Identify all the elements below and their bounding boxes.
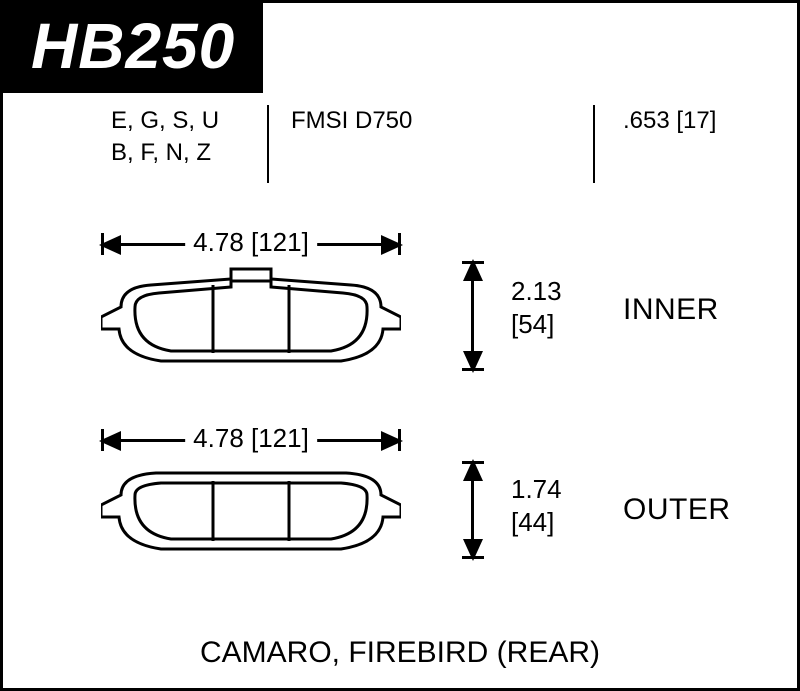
- tick: [462, 556, 484, 559]
- outer-side-label: OUTER: [623, 493, 731, 527]
- title-bar: HB250: [3, 3, 263, 93]
- outer-pad-block: 4.78 [121]: [101, 417, 401, 568]
- tick: [398, 429, 401, 451]
- fmsi-code: FMSI D750: [291, 105, 412, 137]
- diagram-area: 4.78 [121]: [3, 217, 800, 637]
- outer-pad-drawing: [101, 463, 401, 568]
- inner-width-dimension: 4.78 [121]: [101, 221, 401, 267]
- inner-pad-block: 4.78 [121]: [101, 221, 401, 382]
- inner-height-label: 2.13 [54]: [511, 275, 562, 340]
- outer-height-label: 1.74 [44]: [511, 473, 562, 538]
- outer-height-dimension: [451, 461, 495, 559]
- thickness-spec: .653 [17]: [623, 105, 716, 137]
- application-label: CAMARO, FIREBIRD (REAR): [3, 636, 797, 670]
- divider: [593, 105, 595, 183]
- diagram-frame: HB250 E, G, S, U B, F, N, Z FMSI D750 .6…: [0, 0, 800, 691]
- inner-height-in: 2.13: [511, 275, 562, 308]
- part-number: HB250: [31, 10, 235, 82]
- header-row: E, G, S, U B, F, N, Z FMSI D750 .653 [17…: [3, 105, 797, 205]
- outer-width-label: 4.78 [121]: [185, 423, 317, 454]
- codes-line-2: B, F, N, Z: [111, 137, 219, 169]
- tick: [398, 233, 401, 255]
- inner-side-label: INNER: [623, 293, 719, 327]
- outer-height-mm: [44]: [511, 506, 562, 539]
- compound-codes: E, G, S, U B, F, N, Z: [111, 105, 219, 170]
- inner-pad-drawing: [101, 267, 401, 382]
- outer-width-dimension: 4.78 [121]: [101, 417, 401, 463]
- inner-height-mm: [54]: [511, 308, 562, 341]
- inner-height-dimension: [451, 261, 495, 371]
- inner-width-label: 4.78 [121]: [185, 227, 317, 258]
- tick: [462, 368, 484, 371]
- outer-height-in: 1.74: [511, 473, 562, 506]
- codes-line-1: E, G, S, U: [111, 105, 219, 137]
- divider: [267, 105, 269, 183]
